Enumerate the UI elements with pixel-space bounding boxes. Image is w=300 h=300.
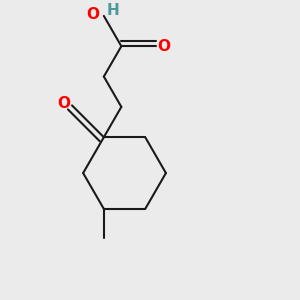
Text: O: O: [58, 96, 70, 111]
Text: H: H: [107, 3, 120, 18]
Text: O: O: [86, 7, 99, 22]
Text: O: O: [157, 39, 170, 54]
